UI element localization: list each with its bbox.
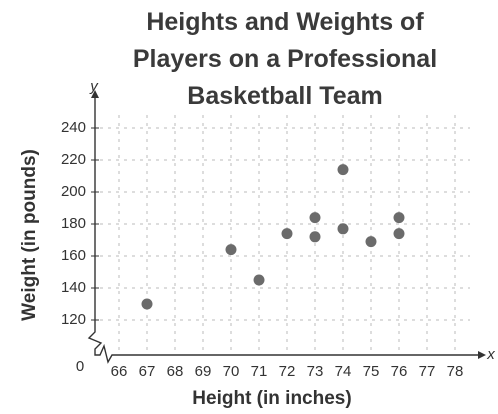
point xyxy=(393,212,405,224)
origin-label: 0 xyxy=(76,358,84,375)
y-tick-label: 200 xyxy=(61,183,86,200)
x-axis-symbol: x xyxy=(486,346,495,363)
y-tick-label: 120 xyxy=(61,311,86,328)
point xyxy=(309,212,321,224)
x-axis-arrow xyxy=(478,351,486,359)
point xyxy=(225,244,237,256)
chart-title: Heights and Weights of Players on a Prof… xyxy=(132,8,438,110)
x-tick-label: 77 xyxy=(419,363,436,380)
x-tick-label: 66 xyxy=(111,363,128,380)
y-axis-arrow xyxy=(91,90,99,98)
point xyxy=(141,298,153,310)
x-axis-label: Height (in inches) xyxy=(192,388,351,409)
x-tick-label: 71 xyxy=(251,363,268,380)
axes xyxy=(87,98,478,364)
y-tick-label: 160 xyxy=(61,247,86,264)
y-axis-symbol: y xyxy=(89,78,99,95)
x-tick-label: 76 xyxy=(391,363,408,380)
point xyxy=(337,164,349,176)
x-tick-label: 75 xyxy=(363,363,380,380)
y-tick-label: 220 xyxy=(61,151,86,168)
x-tick-label: 70 xyxy=(223,363,240,380)
y-tick-label: 180 xyxy=(61,215,86,232)
point xyxy=(337,223,349,235)
x-tick-label: 67 xyxy=(139,363,156,380)
x-tick-label: 68 xyxy=(167,363,184,380)
point xyxy=(365,236,377,248)
x-tick-label: 69 xyxy=(195,363,212,380)
x-tick-label: 78 xyxy=(447,363,464,380)
y-tick-label: 140 xyxy=(61,279,86,296)
point xyxy=(281,228,293,240)
x-tick-label: 73 xyxy=(307,363,324,380)
point xyxy=(393,228,405,240)
x-tick-label: 72 xyxy=(279,363,296,380)
point xyxy=(309,231,321,243)
y-axis-label: Weight (in pounds) xyxy=(19,149,40,321)
x-tick-label: 74 xyxy=(335,363,352,380)
y-tick-label: 240 xyxy=(61,119,86,136)
point xyxy=(253,274,265,286)
